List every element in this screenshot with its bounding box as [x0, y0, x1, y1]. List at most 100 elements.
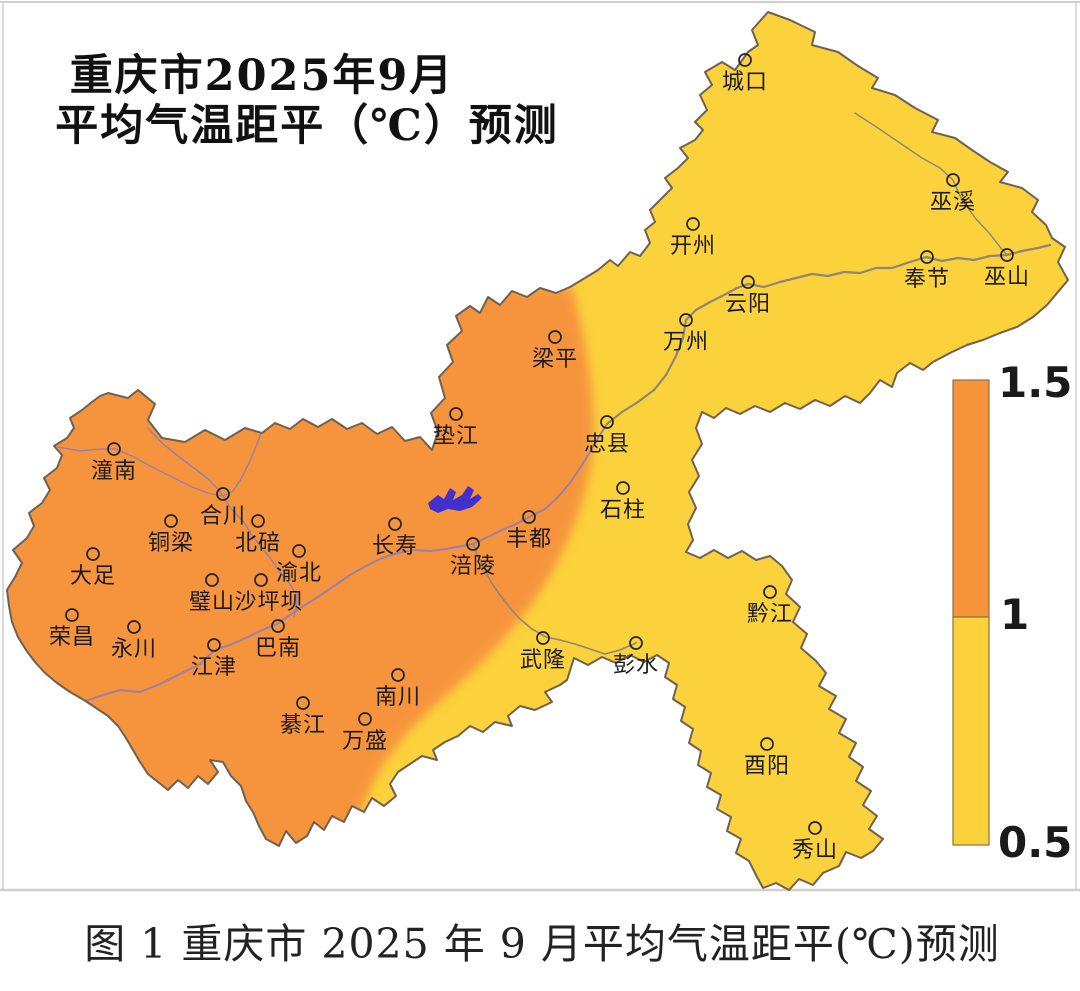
city-marker-icon	[679, 313, 693, 327]
map-title-line2: 平均气温距平（℃）预测	[55, 101, 559, 151]
city-label: 万州	[663, 330, 709, 355]
city-label: 武隆	[520, 648, 566, 673]
city-marker-icon	[616, 481, 630, 495]
changshou-lake	[428, 486, 482, 513]
city-城口: 城口	[722, 53, 768, 95]
city-label: 江津	[191, 655, 237, 680]
city-label: 黔江	[747, 602, 793, 627]
city-marker-icon	[600, 415, 614, 429]
city-marker-icon	[629, 636, 643, 650]
city-label: 万盛	[342, 729, 388, 754]
city-marker-icon	[205, 573, 219, 587]
jialing-river	[147, 427, 298, 618]
city-marker-icon	[522, 510, 536, 524]
city-marker-icon	[271, 619, 285, 633]
city-marker-icon	[741, 275, 755, 289]
city-合川: 合川	[200, 487, 246, 529]
rivers	[57, 112, 1052, 704]
city-marker-icon	[296, 696, 310, 710]
city-酉阳: 酉阳	[744, 737, 790, 779]
map-title-line1: 重庆市2025年9月	[70, 51, 455, 101]
legend: 1.5 1 0.5	[952, 358, 1072, 867]
city-label: 忠县	[584, 432, 630, 457]
city-巫山: 巫山	[984, 248, 1030, 290]
city-荣昌: 荣昌	[49, 608, 95, 650]
city-marker-icon	[164, 514, 178, 528]
city-label: 开州	[670, 234, 716, 259]
city-label: 合川	[200, 504, 246, 529]
city-marker-icon	[86, 547, 100, 561]
city-万州: 万州	[663, 313, 709, 355]
city-label: 巫溪	[930, 190, 976, 215]
city-marker-icon	[808, 821, 822, 835]
legend-swatch-low	[952, 616, 990, 846]
city-label: 永川	[111, 637, 157, 662]
city-marker-icon	[127, 620, 141, 634]
map-title: 重庆市2025年9月 平均气温距平（℃）预测	[55, 51, 559, 151]
city-永川: 永川	[111, 620, 157, 662]
city-label: 璧山	[189, 590, 235, 615]
city-云阳: 云阳	[725, 275, 771, 317]
city-巫溪: 巫溪	[930, 173, 976, 215]
city-label: 丰都	[506, 527, 552, 552]
city-涪陵: 涪陵	[450, 537, 496, 579]
city-石柱: 石柱	[600, 481, 646, 523]
city-marker-icon	[107, 442, 121, 456]
city-label: 城口	[722, 70, 768, 95]
city-marker-icon	[760, 737, 774, 751]
city-label: 长寿	[372, 534, 418, 559]
city-南川: 南川	[375, 668, 420, 710]
city-label: 云阳	[725, 292, 771, 317]
qujiang-river	[222, 429, 263, 497]
chongqing-outline	[6, 11, 1069, 891]
city-垫江: 垫江	[433, 407, 479, 449]
city-label: 巴南	[255, 636, 301, 661]
city-label: 潼南	[91, 459, 137, 484]
city-marker-icon	[920, 250, 934, 264]
city-marker-icon	[738, 53, 752, 67]
city-潼南: 潼南	[91, 442, 137, 484]
city-label: 涪陵	[450, 554, 496, 579]
city-marker-icon	[1000, 248, 1014, 262]
city-marker-icon	[466, 537, 480, 551]
yangtze-river-west	[79, 423, 608, 704]
city-marker-icon	[65, 608, 79, 622]
city-label: 秀山	[792, 838, 838, 863]
city-label: 垫江	[433, 424, 479, 449]
wujiang-river	[472, 543, 637, 655]
city-marker-icon	[254, 573, 268, 587]
city-marker-icon	[548, 330, 562, 344]
city-marker-icon	[216, 487, 230, 501]
city-marker-icon	[686, 217, 700, 231]
city-label: 石柱	[600, 498, 646, 523]
city-label: 酉阳	[744, 754, 790, 779]
daning-river	[854, 112, 1008, 256]
city-label: 彭水	[613, 653, 659, 678]
city-label: 大足	[70, 564, 116, 589]
figure-caption: 图 1 重庆市 2025 年 9 月平均气温距平(℃)预测	[84, 920, 1000, 968]
city-marker-icon	[292, 544, 306, 558]
city-marker-icon	[536, 631, 550, 645]
city-label: 巫山	[984, 265, 1030, 290]
city-丰都: 丰都	[506, 510, 552, 552]
city-marker-icon	[391, 668, 405, 682]
city-黔江: 黔江	[747, 585, 793, 627]
city-万盛: 万盛	[342, 712, 388, 754]
city-巴南: 巴南	[255, 619, 301, 661]
city-大足: 大足	[70, 547, 116, 589]
city-label: 铜梁	[148, 531, 194, 556]
city-长寿: 长寿	[372, 517, 418, 559]
city-marker-icon	[207, 638, 221, 652]
city-忠县: 忠县	[584, 415, 630, 457]
city-綦江: 綦江	[280, 696, 325, 738]
city-梁平: 梁平	[532, 330, 577, 372]
city-沙坪坝: 沙坪坝	[234, 573, 303, 615]
city-铜梁: 铜梁	[148, 514, 194, 556]
city-秀山: 秀山	[792, 821, 838, 863]
city-label: 奉节	[904, 267, 950, 292]
city-label: 沙坪坝	[234, 590, 303, 615]
city-武隆: 武隆	[520, 631, 566, 673]
city-label: 荣昌	[49, 625, 95, 650]
city-label: 渝北	[276, 561, 322, 586]
